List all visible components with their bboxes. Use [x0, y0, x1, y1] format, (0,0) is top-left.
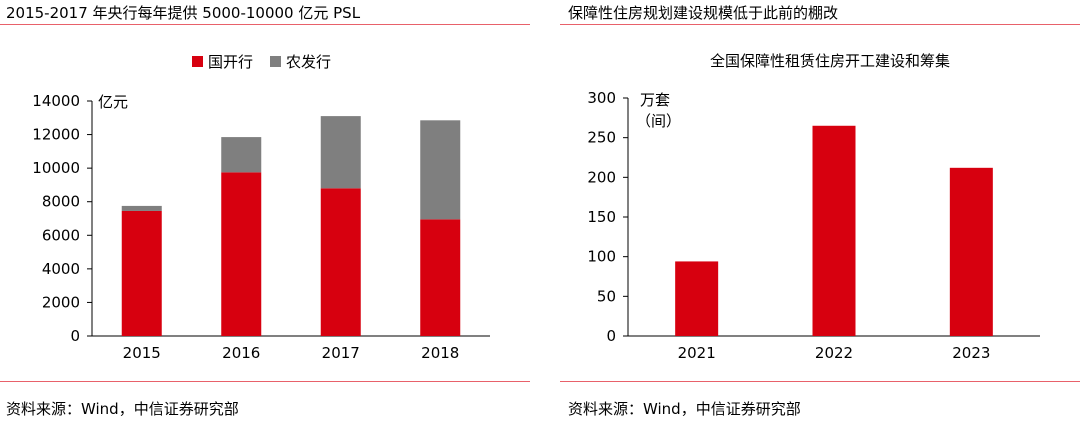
bar-2021-series-0 — [675, 261, 719, 336]
right-panel-heading: 保障性住房规划建设规模低于此前的棚改 — [568, 4, 839, 22]
x-tick-label: 2017 — [322, 344, 360, 362]
rental-housing-bar-chart: 全国保障性租赁住房开工建设和筹集 0 50 100 150 200 250 300 万套 （间） 2… — [587, 52, 1040, 362]
bar-2017-series-1 — [320, 116, 361, 189]
x-tick-label: 2016 — [222, 344, 260, 362]
y-axis-unit-label: （间） — [636, 112, 681, 130]
bar-2015-series-1 — [121, 205, 162, 211]
y-tick-label: 4000 — [42, 260, 80, 278]
y-tick-label: 14000 — [32, 92, 80, 110]
right-chart-panel: 保障性住房规划建设规模低于此前的棚改 全国保障性租赁住房开工建设和筹集 0 50 10… — [560, 0, 1080, 424]
bar-2018-series-1 — [420, 120, 461, 220]
y-tick-label: 6000 — [42, 226, 80, 244]
chart-title: 全国保障性租赁住房开工建设和筹集 — [710, 52, 950, 70]
legend-swatch — [270, 56, 281, 67]
y-tick-label: 150 — [587, 208, 616, 226]
bar-2016-series-1 — [221, 137, 262, 173]
bar-2017-series-0 — [320, 188, 361, 336]
left-panel-heading: 2015-2017 年央行每年提供 5000-10000 亿元 PSL — [6, 4, 361, 22]
y-tick-label: 10000 — [32, 159, 80, 177]
y-tick-label: 0 — [606, 327, 616, 345]
bar-2018-series-0 — [420, 219, 461, 336]
left-top-rule — [0, 24, 530, 25]
bar-2016-series-0 — [221, 172, 262, 336]
y-tick-label: 0 — [70, 327, 80, 345]
bar-2022-series-0 — [812, 125, 856, 337]
bar-2015-series-0 — [121, 210, 162, 336]
right-source-note: 资料来源：Wind，中信证券研究部 — [568, 400, 801, 418]
y-axis-unit-label: 万套 — [640, 91, 670, 109]
y-tick-label: 250 — [587, 129, 616, 147]
legend-label: 农发行 — [286, 53, 331, 71]
left-chart-panel: 2015-2017 年央行每年提供 5000-10000 亿元 PSL 0 200… — [0, 0, 530, 424]
right-bottom-rule — [560, 381, 1080, 382]
psl-stacked-bar-chart: 0 2000 4000 6000 8000 10000 12000 14000 亿元 2015 20… — [32, 53, 490, 362]
bar-2023-series-0 — [949, 167, 993, 336]
y-tick-label: 50 — [597, 287, 616, 305]
y-tick-label: 100 — [587, 248, 616, 266]
y-tick-label: 200 — [587, 168, 616, 186]
y-tick-label: 2000 — [42, 293, 80, 311]
y-tick-label: 8000 — [42, 193, 80, 211]
legend-label: 国开行 — [208, 53, 253, 71]
y-axis-unit-label: 亿元 — [98, 93, 128, 111]
x-tick-label: 2023 — [952, 344, 990, 362]
left-source-note: 资料来源：Wind，中信证券研究部 — [6, 400, 239, 418]
right-top-rule — [560, 24, 1080, 25]
x-tick-label: 2022 — [815, 344, 853, 362]
x-tick-label: 2021 — [678, 344, 716, 362]
x-tick-label: 2015 — [123, 344, 161, 362]
x-tick-label: 2018 — [421, 344, 459, 362]
y-tick-label: 300 — [587, 89, 616, 107]
legend-swatch — [192, 56, 203, 67]
left-bottom-rule — [0, 381, 530, 382]
y-tick-label: 12000 — [32, 126, 80, 144]
